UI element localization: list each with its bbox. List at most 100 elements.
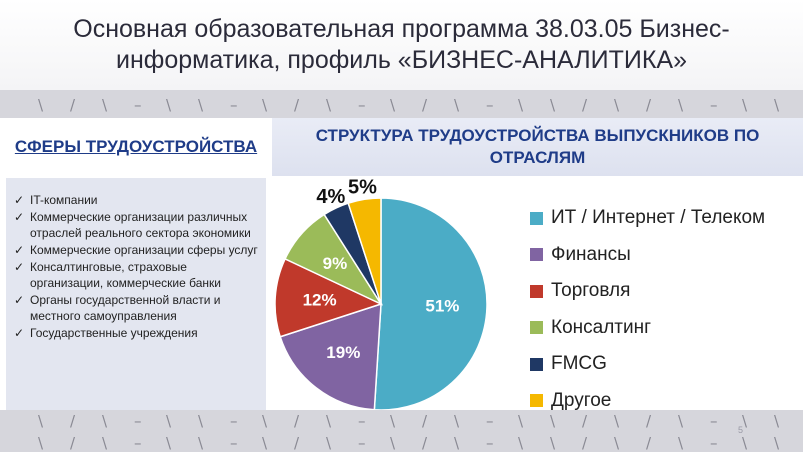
pattern-mark: \	[390, 412, 396, 430]
pattern-mark: \	[454, 96, 460, 114]
pattern-mark: \	[678, 96, 684, 114]
pattern-mark: \	[774, 434, 780, 452]
pattern-mark: –	[358, 96, 366, 114]
pattern-mark: \	[518, 96, 524, 114]
pattern-mark: \	[102, 96, 108, 114]
pattern-mark: \	[614, 412, 620, 430]
pie-slice	[373, 197, 488, 410]
pattern-mark: /	[582, 434, 588, 452]
legend-swatch	[530, 211, 543, 225]
pattern-mark: \	[678, 412, 684, 430]
pattern-mark: \	[38, 96, 44, 114]
pattern-mark: /	[646, 434, 652, 452]
pie-slice	[347, 197, 382, 305]
legend-entry: Торговля	[530, 273, 765, 310]
pattern-mark: /	[70, 412, 76, 430]
checkmark-icon: ✓	[14, 326, 25, 340]
checkmark-icon: ✓	[14, 193, 25, 207]
legend-label: Финансы	[551, 243, 631, 265]
pattern-mark: \	[166, 96, 172, 114]
left-heading: СФЕРЫ ТРУДОУСТРОЙСТВА	[14, 137, 258, 156]
pie-data-label: 12%	[303, 291, 337, 310]
pattern-mark: \	[390, 434, 396, 452]
legend-swatch	[530, 321, 543, 335]
pattern-mark: /	[422, 434, 428, 452]
chart-area: 51% 19% 12% 9% 4% 5% ИТ / Интернет / Телеком …	[272, 178, 803, 411]
pattern-mark: \	[390, 96, 396, 114]
pattern-mark: \	[198, 96, 204, 114]
pattern-mark: –	[486, 434, 494, 452]
pattern-mark: \	[262, 434, 268, 452]
pattern-mark: –	[358, 434, 366, 452]
pattern-mark: –	[134, 96, 142, 114]
pie-data-label: 19%	[326, 343, 360, 362]
pie-slice	[274, 257, 384, 338]
decorative-pattern-bottom: \ / \ – \ \ – \ / \ – \ / \ – \ \ / \ / \ – \ \ \ / \ – \ \ – \ / \ – \ / \ – \…	[0, 410, 803, 452]
legend-swatch	[530, 357, 543, 371]
pie-data-label: 51%	[425, 296, 459, 315]
checkmark-icon: ✓	[14, 293, 25, 307]
pattern-mark: \	[102, 434, 108, 452]
pattern-mark: /	[70, 434, 76, 452]
list-item-text: Государственные учреждения	[30, 326, 198, 340]
pie-data-label: 9%	[323, 254, 348, 273]
pattern-mark: \	[742, 96, 748, 114]
legend-label: FMCG	[551, 353, 607, 375]
legend-swatch	[530, 248, 543, 262]
pattern-mark: \	[550, 412, 556, 430]
pattern-mark: –	[134, 434, 142, 452]
pie-data-label: 5%	[348, 178, 377, 199]
pattern-mark: /	[422, 412, 428, 430]
list-item: ✓ Коммерческие организации сферы услуг	[14, 242, 260, 258]
pattern-mark: –	[358, 412, 366, 430]
pattern-mark: –	[486, 412, 494, 430]
pattern-mark: –	[710, 412, 718, 430]
pattern-mark: \	[742, 434, 748, 452]
list-item-text: Коммерческие организации различных отрас…	[30, 210, 251, 240]
pattern-mark: /	[70, 96, 76, 114]
list-item-text: Органы государственной власти и местного…	[30, 293, 221, 323]
chart-title: СТРУКТУРА ТРУДОУСТРОЙСТВА ВЫПУСКНИКОВ ПО…	[315, 126, 760, 167]
list-item: ✓ Органы государственной власти и местног…	[14, 292, 260, 324]
pattern-mark: \	[614, 96, 620, 114]
pattern-mark: \	[166, 412, 172, 430]
list-item: ✓ Консалтинговые, страховые организации, …	[14, 259, 260, 291]
pattern-mark: \	[198, 434, 204, 452]
list-item-text: IT-компании	[30, 193, 98, 207]
sectors-panel: ✓ IT-компании ✓ Коммерческие организации р…	[6, 178, 266, 410]
pattern-mark: \	[102, 412, 108, 430]
pie-data-label: 4%	[316, 186, 345, 208]
pie-chart: 51% 19% 12% 9% 4% 5%	[274, 178, 488, 410]
pattern-mark: /	[646, 412, 652, 430]
checkmark-icon: ✓	[14, 260, 25, 274]
pattern-mark: \	[614, 434, 620, 452]
left-heading-box: СФЕРЫ ТРУДОУСТРОЙСТВА	[6, 118, 266, 176]
pattern-mark: –	[230, 96, 238, 114]
pattern-mark: \	[262, 412, 268, 430]
pattern-mark: \	[774, 96, 780, 114]
chart-heading-box: СТРУКТУРА ТРУДОУСТРОЙСТВА ВЫПУСКНИКОВ ПО…	[272, 118, 803, 176]
legend-entry: Консалтинг	[530, 310, 765, 347]
legend-label: Другое	[551, 389, 612, 411]
pattern-mark: /	[422, 96, 428, 114]
pattern-mark: \	[38, 412, 44, 430]
list-item-text: Консалтинговые, страховые организации, к…	[30, 260, 221, 290]
pattern-mark: –	[230, 412, 238, 430]
pattern-mark: \	[198, 412, 204, 430]
pattern-mark: /	[294, 412, 300, 430]
pattern-mark: \	[326, 96, 332, 114]
legend-entry: Финансы	[530, 237, 765, 274]
legend-entry: FMCG	[530, 346, 765, 383]
legend-entry: ИТ / Интернет / Телеком	[530, 200, 765, 237]
pattern-mark: \	[166, 434, 172, 452]
pattern-mark: –	[486, 96, 494, 114]
pattern-mark: /	[582, 412, 588, 430]
pattern-mark: –	[710, 434, 718, 452]
list-item: ✓ Государственные учреждения	[14, 325, 260, 341]
pattern-mark: /	[582, 96, 588, 114]
title-band: Основная образовательная программа 38.03…	[0, 0, 803, 90]
legend-label: Консалтинг	[551, 316, 652, 338]
decorative-pattern-top: \ / \ – \ \ – \ / \ – \ / \ – \ \ / \ / \ – \ \	[0, 90, 803, 118]
pattern-mark: \	[454, 412, 460, 430]
checkmark-icon: ✓	[14, 210, 25, 224]
